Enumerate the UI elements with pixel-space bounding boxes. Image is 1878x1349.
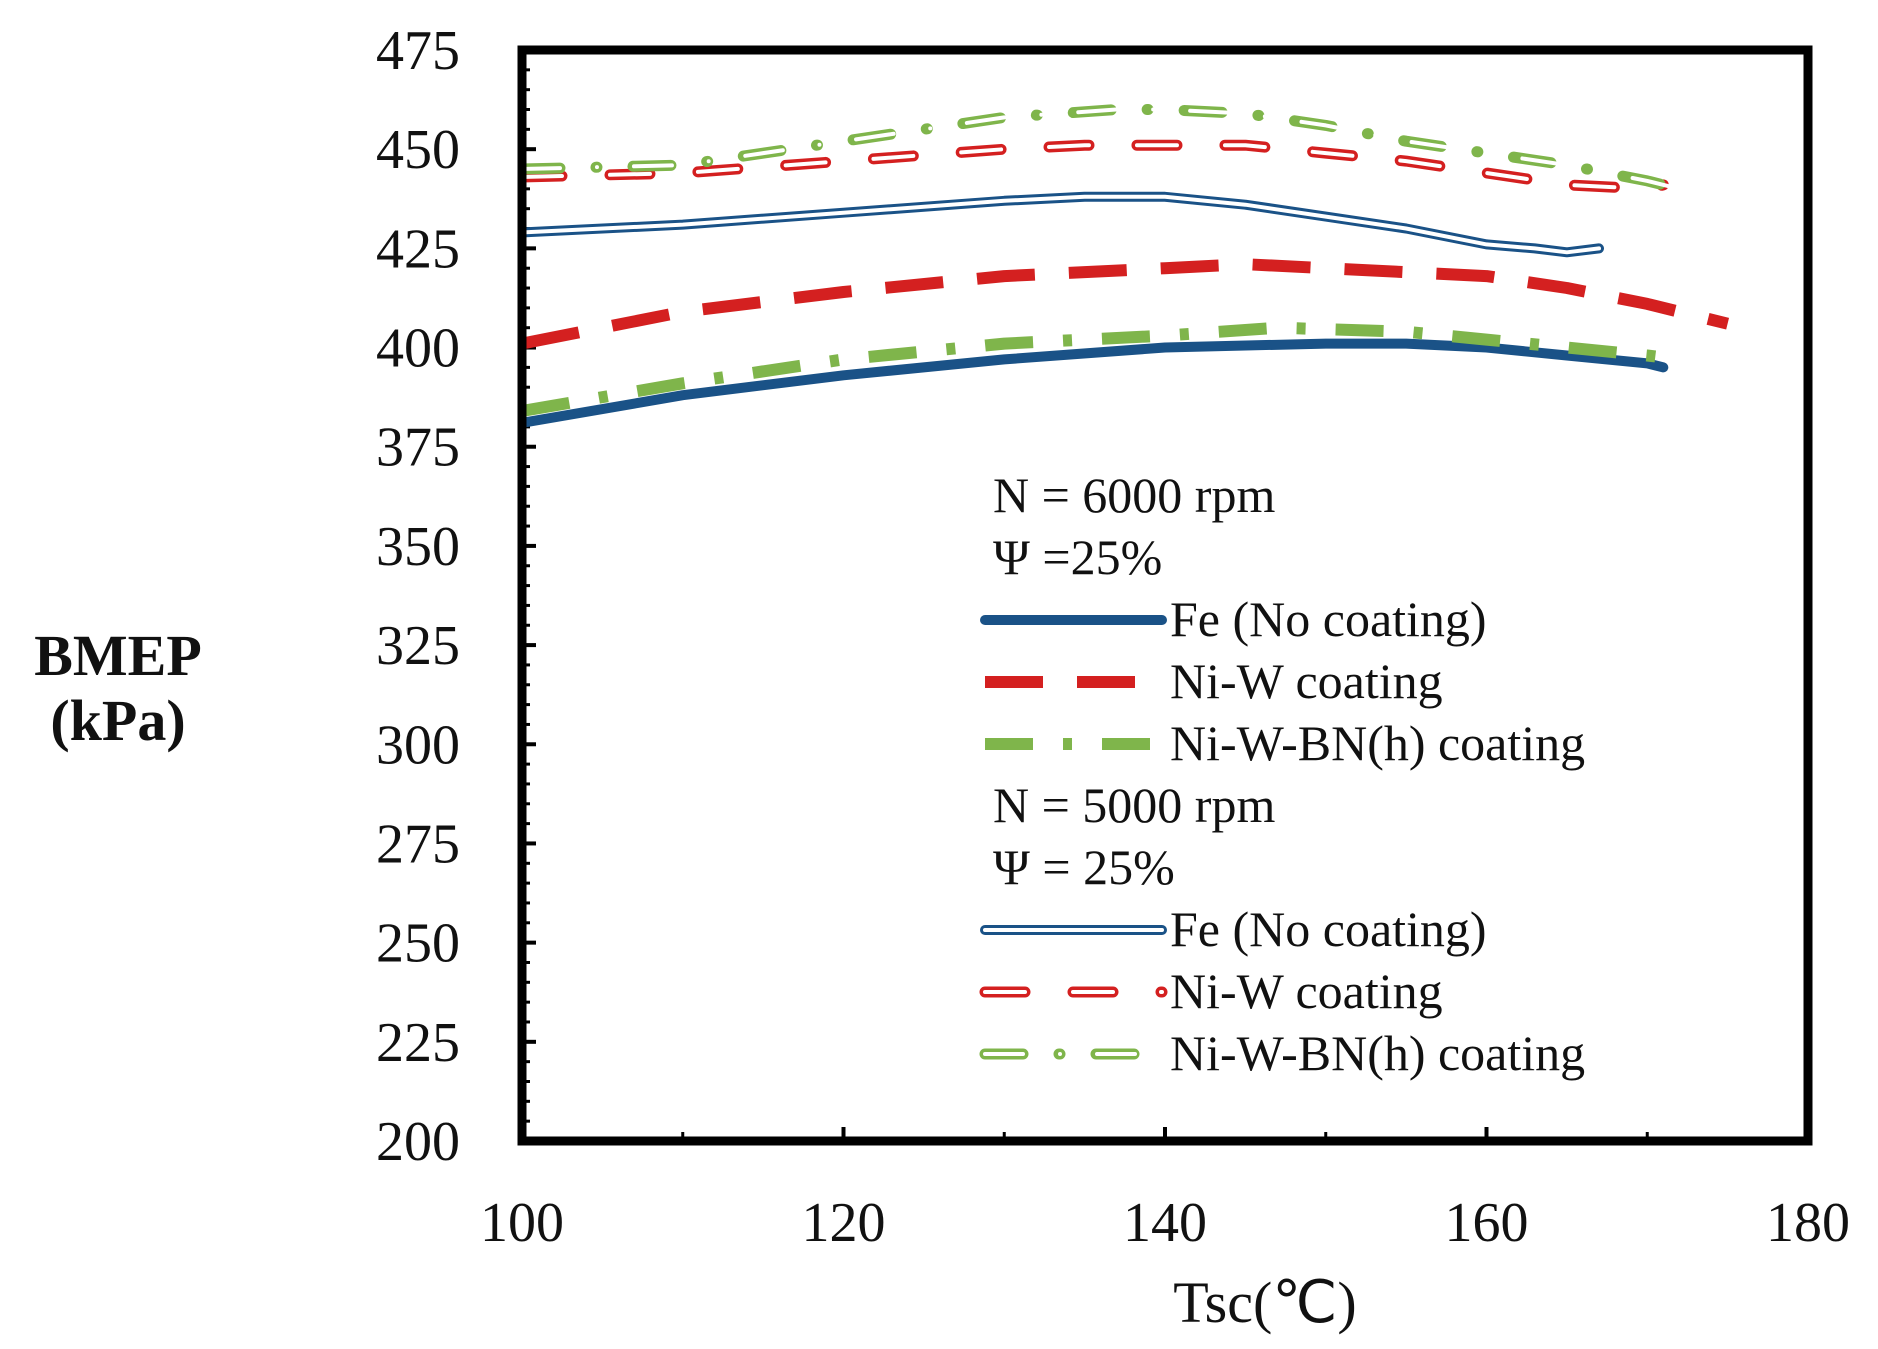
y-tick-label: 300	[376, 714, 460, 776]
legend-header-1-line-1: N = 6000 rpm	[993, 467, 1275, 523]
x-tick-label: 160	[1445, 1192, 1529, 1254]
legend-label-ni-w-coating-2: Ni-W coating	[1170, 963, 1443, 1019]
x-tick-label: 120	[802, 1192, 886, 1254]
y-tick-label: 275	[376, 813, 460, 875]
series-line-fe-no-coating-5000	[526, 191, 1604, 258]
axis-titles: Tsc(℃) BMEP (kPa)	[34, 623, 1357, 1335]
series-line-fe-no-coating-6000	[526, 338, 1669, 428]
y-tick-label: 400	[376, 318, 460, 380]
legend-label-ni-w-coating-1: Ni-W coating	[1170, 653, 1443, 709]
y-tick-label: 425	[376, 218, 460, 280]
legend-label-fe-no-coating-1: Fe (No coating)	[1170, 591, 1487, 647]
x-tick-label: 180	[1766, 1192, 1850, 1254]
y-tick-label: 250	[376, 913, 460, 975]
series-line-ni-w-coating-5000	[526, 139, 1669, 195]
legend-header-2-line-2: Ψ = 25%	[993, 839, 1175, 895]
y-tick-label: 450	[376, 119, 460, 181]
legend-header-1-line-2: Ψ =25%	[993, 529, 1162, 585]
legend-header-2-line-1: N = 5000 rpm	[993, 777, 1275, 833]
series-layer	[526, 104, 1730, 428]
y-tick-label: 375	[376, 417, 460, 479]
y-tick-label: 225	[376, 1012, 460, 1074]
plot-frame	[517, 45, 1813, 1146]
x-axis-ticks: 100 120 140 160 180	[480, 1127, 1850, 1254]
y-axis-title-line-2: (kPa)	[50, 688, 185, 753]
x-tick-label: 100	[480, 1192, 564, 1254]
series-line-ni-w-bn-h-coating-6000	[526, 321, 1681, 417]
legend-label-ni-w-bn-h-coating-2: Ni-W-BN(h) coating	[1170, 1025, 1585, 1081]
y-axis-ticks: 200 225 250 275 300 325 350 375 400 425 450 475	[376, 20, 536, 1173]
x-tick-label: 140	[1123, 1192, 1207, 1254]
y-tick-label: 200	[376, 1111, 460, 1173]
series-line-ni-w-coating-6000	[526, 258, 1730, 349]
y-tick-label: 325	[376, 615, 460, 677]
y-axis-title-line-1: BMEP	[34, 623, 202, 688]
x-axis-title: Tsc(℃)	[1173, 1270, 1356, 1335]
legend-label-ni-w-bn-h-coating-1: Ni-W-BN(h) coating	[1170, 715, 1585, 771]
y-tick-label: 475	[376, 20, 460, 82]
legend-label-fe-no-coating-2: Fe (No coating)	[1170, 901, 1487, 957]
y-tick-label: 350	[376, 516, 460, 578]
